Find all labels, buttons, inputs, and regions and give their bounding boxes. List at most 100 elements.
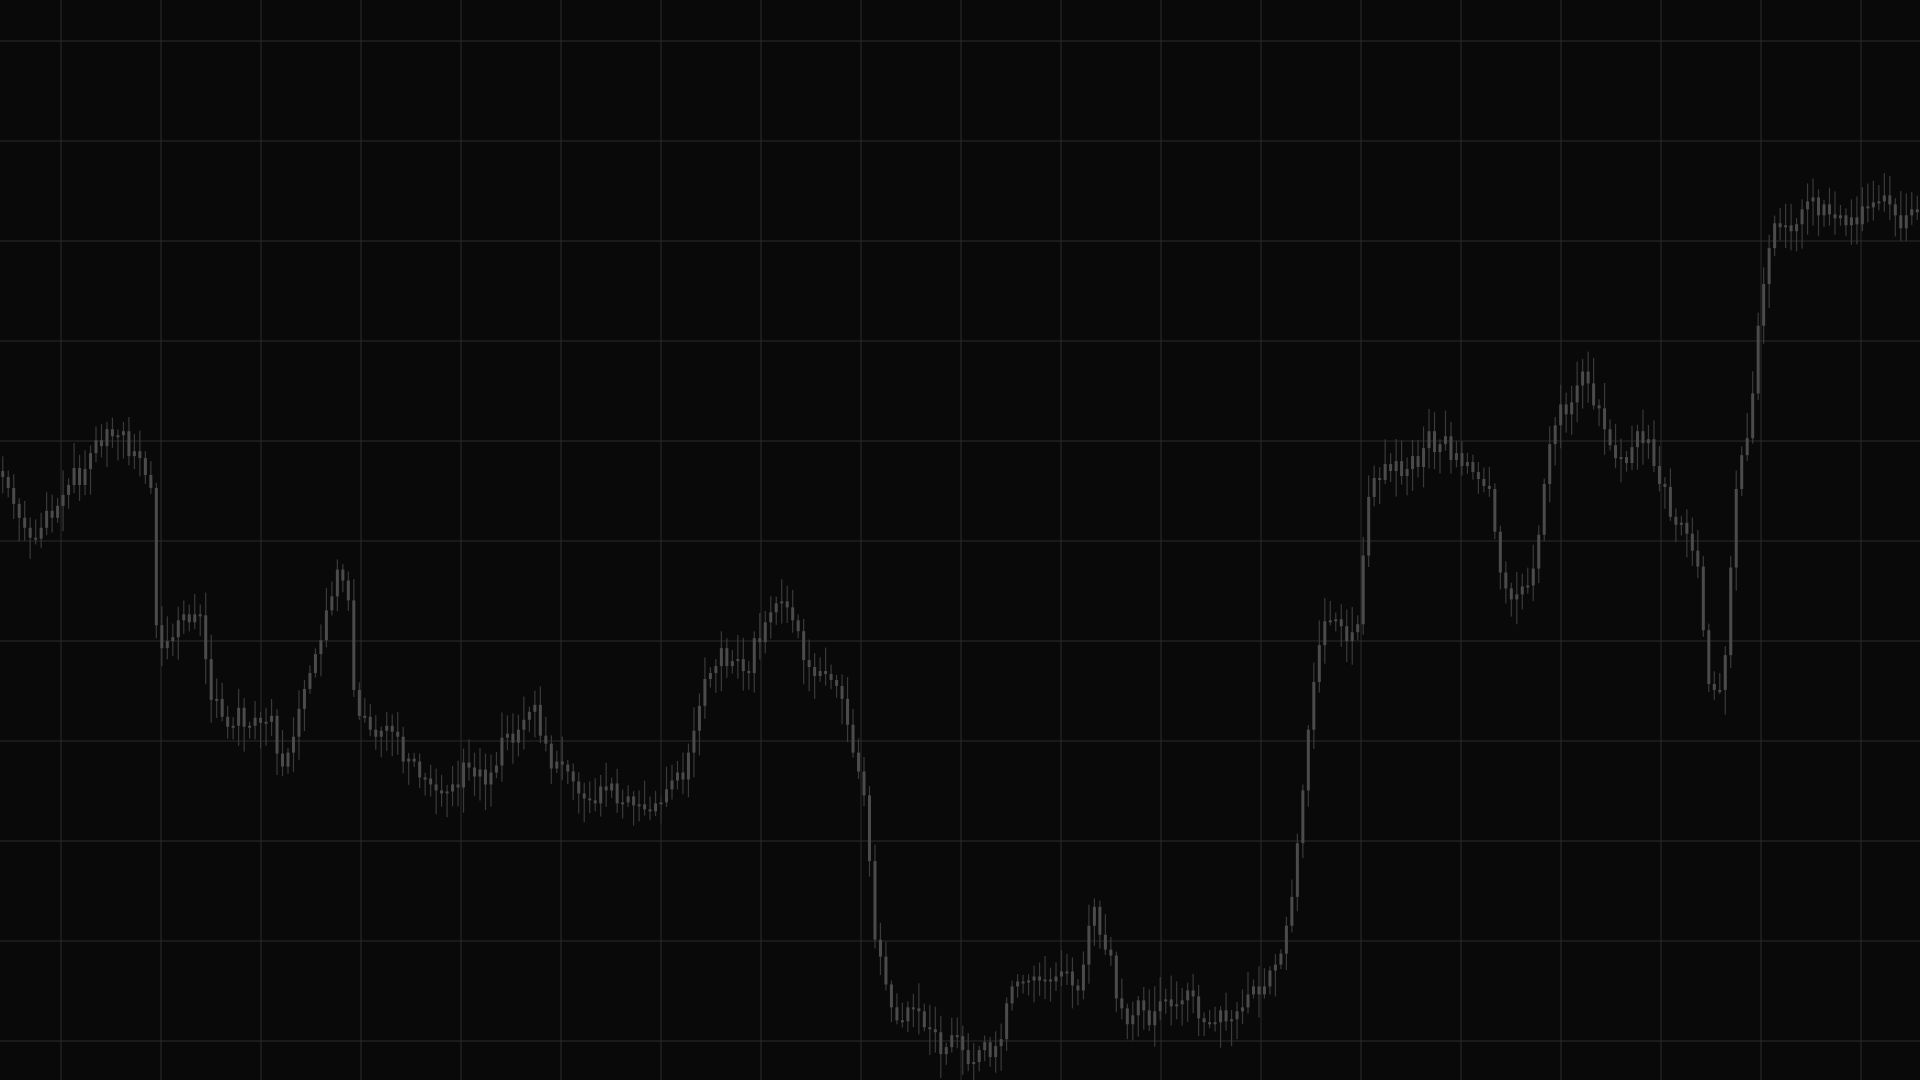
candle-body-228 (1251, 986, 1255, 995)
candle-body-21 (116, 435, 120, 438)
candle-body-349 (1915, 209, 1919, 213)
candle-body-337 (1849, 217, 1853, 226)
candle-body-188 (1032, 976, 1036, 981)
candle-body-124 (681, 772, 685, 780)
candle-body-162 (889, 984, 893, 1008)
candle-body-340 (1866, 206, 1870, 209)
candle-body-319 (1751, 393, 1755, 439)
candle-body-168 (922, 1011, 926, 1028)
candle-body-256 (1405, 469, 1409, 477)
candle-body-177 (972, 1062, 976, 1065)
candle-body-112 (615, 783, 619, 804)
candle-body-143 (785, 601, 789, 608)
candle-body-198 (1087, 925, 1091, 965)
candle-body-227 (1246, 994, 1250, 1008)
candle-body-229 (1257, 986, 1261, 995)
candle-body-331 (1817, 197, 1821, 216)
candle-body-283 (1553, 425, 1557, 445)
candle-body-203 (1114, 955, 1118, 999)
candle-body-95 (522, 719, 526, 730)
candle-body-16 (89, 453, 93, 470)
candle-body-55 (302, 688, 306, 709)
candle-body-73 (401, 736, 405, 762)
candle-body-278 (1526, 585, 1530, 588)
candle-body-197 (1081, 964, 1085, 991)
candle-body-46 (253, 717, 257, 726)
candle-body-219 (1202, 1018, 1206, 1023)
candle-body-66 (363, 715, 367, 718)
candle-body-193 (1059, 971, 1063, 977)
candle-body-347 (1904, 215, 1908, 229)
candle-body-106 (582, 793, 586, 799)
candle-body-48 (264, 721, 268, 724)
candle-body-93 (511, 733, 515, 743)
candle-body-165 (906, 1007, 910, 1022)
candle-body-246 (1350, 632, 1354, 642)
candle-body-308 (1690, 533, 1694, 551)
candle-body-195 (1070, 971, 1074, 986)
candle-body-239 (1312, 681, 1316, 730)
candle-body-279 (1531, 568, 1535, 586)
candle-body-138 (758, 638, 762, 643)
candle-body-4 (23, 517, 27, 528)
candle-body-41 (226, 716, 230, 727)
candle-body-37 (204, 615, 208, 660)
candle-body-230 (1262, 986, 1266, 995)
candle-body-137 (752, 638, 756, 674)
candle-body-330 (1811, 197, 1815, 202)
candle-body-12 (67, 484, 71, 495)
candle-body-310 (1701, 566, 1705, 631)
candle-body-280 (1537, 534, 1541, 569)
candle-body-5 (28, 527, 32, 538)
candle-body-125 (686, 752, 690, 780)
candle-body-67 (368, 716, 372, 730)
candle-body-327 (1795, 224, 1799, 232)
candle-body-71 (390, 725, 394, 732)
candle-body-221 (1213, 1022, 1217, 1025)
candle-body-45 (248, 725, 252, 728)
candle-body-31 (171, 637, 175, 642)
candle-body-250 (1372, 478, 1376, 497)
candle-body-135 (741, 659, 745, 672)
candle-body-333 (1827, 204, 1831, 215)
candle-body-179 (983, 1042, 987, 1051)
candle-body-15 (83, 469, 87, 485)
candle-body-142 (780, 601, 784, 604)
candle-body-211 (1158, 1001, 1162, 1012)
candle-body-249 (1367, 496, 1371, 556)
candle-body-311 (1707, 630, 1711, 684)
candle-body-325 (1784, 225, 1788, 228)
candle-body-270 (1482, 478, 1486, 486)
candle-body-56 (308, 673, 312, 689)
candle-body-266 (1460, 453, 1464, 467)
candle-body-344 (1888, 195, 1892, 205)
candle-body-323 (1773, 223, 1777, 249)
candle-body-157 (862, 771, 866, 796)
candle-body-17 (94, 440, 98, 454)
candle-body-320 (1756, 325, 1760, 394)
candle-body-199 (1092, 906, 1096, 926)
candle-body-184 (1010, 986, 1014, 1004)
candle-body-69 (379, 730, 383, 737)
candle-body-117 (643, 804, 647, 810)
candle-body-144 (791, 607, 795, 621)
candle-body-225 (1235, 1011, 1239, 1020)
candle-body-141 (774, 603, 778, 613)
candle-body-307 (1685, 522, 1689, 534)
candle-body-105 (577, 781, 581, 794)
candle-body-260 (1427, 431, 1431, 449)
candle-body-241 (1323, 621, 1327, 646)
candle-body-27 (149, 475, 153, 488)
candle-body-275 (1509, 588, 1513, 600)
candle-body-29 (160, 625, 164, 649)
candle-body-268 (1471, 462, 1475, 473)
candle-body-304 (1668, 486, 1672, 517)
candle-body-247 (1356, 624, 1360, 633)
candle-body-133 (730, 661, 734, 667)
candle-body-242 (1328, 620, 1332, 623)
candle-body-26 (143, 458, 147, 476)
candle-body-6 (34, 537, 38, 540)
candle-series (1, 173, 1919, 1080)
candle-body-248 (1361, 555, 1365, 625)
candle-body-92 (505, 733, 509, 738)
